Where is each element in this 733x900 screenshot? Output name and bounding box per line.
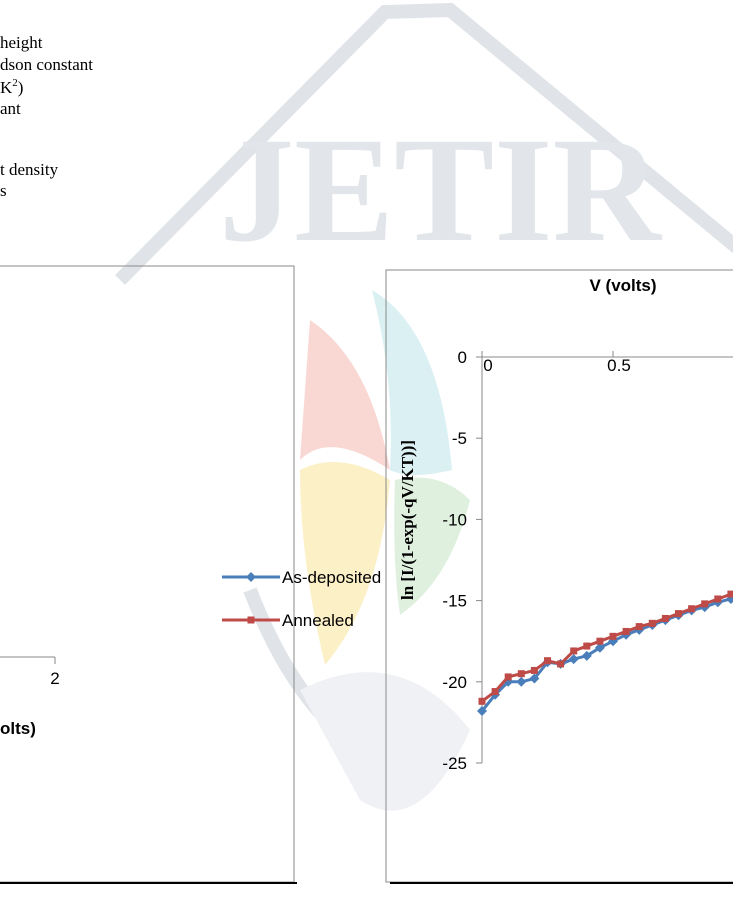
marker bbox=[246, 572, 256, 582]
marker bbox=[247, 616, 255, 624]
left-chart: 2 olts) As-deposited Annealed bbox=[0, 568, 381, 738]
x-tick-label: 0.5 bbox=[607, 356, 631, 375]
marker bbox=[688, 605, 696, 613]
marker bbox=[622, 627, 630, 635]
text-line: ant bbox=[0, 99, 21, 118]
marker bbox=[635, 623, 643, 631]
y-axis-label: ln [I/(1-exp(-qV/KT))] bbox=[398, 440, 417, 600]
watermark-text: JETIR bbox=[219, 107, 662, 273]
marker bbox=[594, 642, 605, 653]
marker bbox=[583, 642, 591, 650]
text-run: height bbox=[0, 33, 43, 52]
y-tick-label: -10 bbox=[442, 510, 467, 529]
chart-frame bbox=[385, 269, 733, 883]
watermark-decoration: JETIR bbox=[115, 2, 733, 811]
marker bbox=[516, 676, 527, 687]
watermark-petal bbox=[300, 320, 390, 470]
watermark-petal bbox=[394, 477, 470, 615]
marker bbox=[477, 706, 487, 717]
marker bbox=[478, 697, 486, 705]
marker bbox=[529, 673, 540, 684]
y-tick-label: -5 bbox=[452, 429, 467, 448]
marker bbox=[491, 688, 499, 696]
y-tick-label: 0 bbox=[458, 348, 467, 367]
watermark-petal bbox=[372, 290, 452, 475]
text-run: K bbox=[0, 78, 13, 97]
marker bbox=[530, 666, 538, 674]
text-run: s bbox=[0, 181, 7, 200]
legend-label: As-deposited bbox=[282, 568, 381, 587]
marker bbox=[648, 619, 656, 627]
chart-title: V (volts) bbox=[589, 276, 656, 295]
text-run: dson constant bbox=[0, 55, 93, 74]
watermark-shape bbox=[300, 672, 470, 811]
text-line: height bbox=[0, 33, 43, 52]
marker bbox=[568, 654, 579, 665]
watermark-outline bbox=[115, 2, 733, 285]
marker bbox=[596, 637, 604, 645]
text-line: dson constant bbox=[0, 55, 93, 74]
marker bbox=[557, 660, 565, 668]
y-tick-label: -25 bbox=[442, 754, 467, 773]
x-axis-label: olts) bbox=[0, 719, 36, 738]
superscript: 2 bbox=[12, 77, 18, 89]
watermark-petal bbox=[300, 462, 390, 665]
marker bbox=[570, 647, 578, 655]
marker bbox=[701, 600, 709, 608]
series-line bbox=[480, 597, 732, 712]
marker bbox=[581, 650, 592, 661]
marker bbox=[714, 595, 722, 603]
marker bbox=[661, 614, 669, 622]
y-tick-label: -20 bbox=[442, 673, 467, 692]
text-run: t density bbox=[0, 160, 59, 179]
text-fragments: height dson constant K2) ant t density s bbox=[0, 33, 93, 200]
marker bbox=[675, 610, 683, 618]
marker bbox=[544, 657, 552, 665]
right-chart: V (volts) 0 -5 -10 -15 -20 -25 0 0.5 ln [I/(1-exp… bbox=[398, 276, 733, 773]
text-run: ant bbox=[0, 99, 21, 118]
text-line: s bbox=[0, 181, 7, 200]
x-tick-label: 0 bbox=[483, 356, 492, 375]
text-run: ) bbox=[18, 78, 24, 97]
marker bbox=[504, 673, 512, 681]
x-tick-label: 2 bbox=[50, 669, 59, 688]
legend-label: Annealed bbox=[282, 611, 354, 630]
marker bbox=[517, 670, 525, 678]
y-tick-label: -15 bbox=[442, 592, 467, 611]
text-line: t density bbox=[0, 160, 59, 179]
marker bbox=[727, 590, 733, 598]
marker bbox=[609, 632, 617, 640]
text-line: K2) bbox=[0, 77, 23, 97]
